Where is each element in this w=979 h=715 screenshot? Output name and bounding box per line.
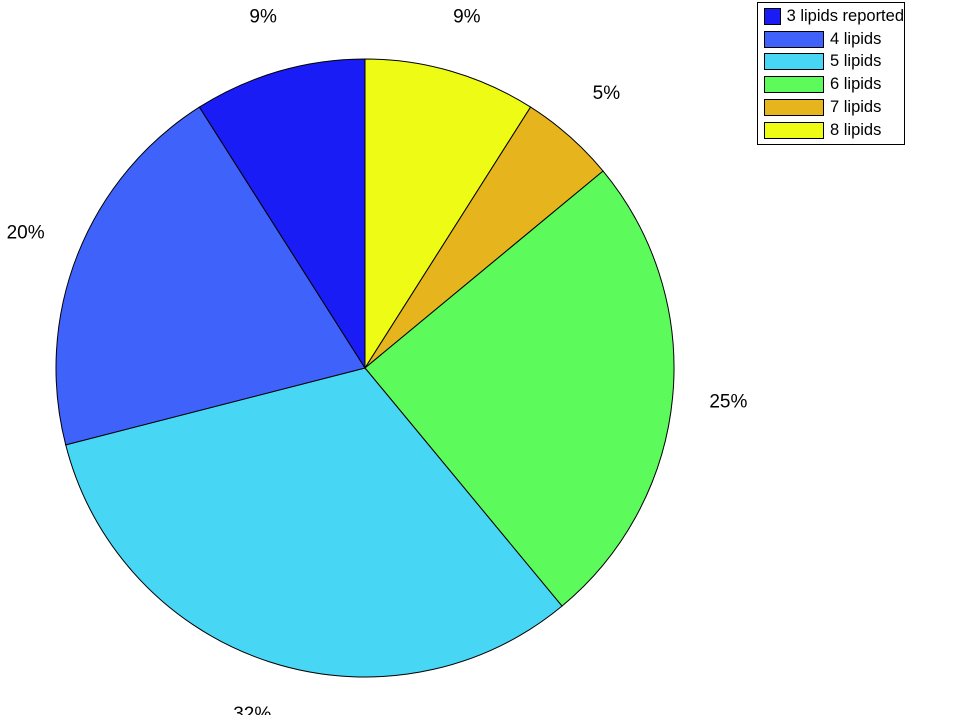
pie-label-3-lipids-reported: 9% — [249, 7, 277, 28]
pie-slice-3-lipids-reported — [198, 58, 366, 370]
legend-item-8-lipids: 8 lipids — [758, 119, 904, 142]
legend: 3 lipids reported 4 lipids 5 lipids 6 li… — [757, 2, 905, 145]
pie-label-6-lipids: 25% — [709, 391, 747, 412]
pie-label-4-lipids: 20% — [7, 223, 45, 244]
legend-swatch-8-lipids — [764, 121, 824, 139]
legend-label-5-lipids: 5 lipids — [830, 52, 882, 71]
legend-swatch-6-lipids — [764, 76, 824, 94]
legend-label-7-lipids: 7 lipids — [830, 98, 882, 117]
pie-percentage-labels: 9% 5% 25% 32% 20% 9% — [7, 7, 748, 715]
legend-item-7-lipids: 7 lipids — [758, 96, 904, 119]
legend-swatch-5-lipids — [764, 53, 824, 71]
legend-item-6-lipids: 6 lipids — [758, 73, 904, 96]
pie-slice-5-lipids — [65, 367, 563, 678]
pie-slices — [55, 58, 675, 678]
legend-item-3-lipids: 3 lipids reported — [758, 5, 904, 28]
legend-swatch-7-lipids — [764, 99, 824, 117]
legend-label-3-lipids: 3 lipids reported — [786, 6, 904, 25]
pie-slice-6-lipids — [364, 170, 675, 607]
legend-swatch-3-lipids — [764, 7, 781, 25]
pie-slice-4-lipids — [55, 106, 366, 446]
legend-label-4-lipids: 4 lipids — [830, 29, 882, 48]
pie-slice-8-lipids — [364, 58, 532, 370]
legend-swatch-4-lipids — [764, 30, 824, 48]
legend-item-5-lipids: 5 lipids — [758, 51, 904, 74]
legend-item-4-lipids: 4 lipids — [758, 28, 904, 51]
legend-label-8-lipids: 8 lipids — [830, 120, 882, 139]
pie-label-8-lipids: 9% — [453, 7, 481, 28]
legend-label-6-lipids: 6 lipids — [830, 75, 882, 94]
pie-label-7-lipids: 5% — [593, 83, 621, 104]
pie-label-5-lipids: 32% — [233, 704, 271, 715]
